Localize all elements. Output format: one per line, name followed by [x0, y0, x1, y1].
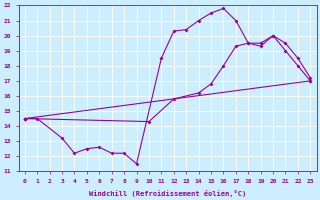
X-axis label: Windchill (Refroidissement éolien,°C): Windchill (Refroidissement éolien,°C)	[89, 190, 246, 197]
